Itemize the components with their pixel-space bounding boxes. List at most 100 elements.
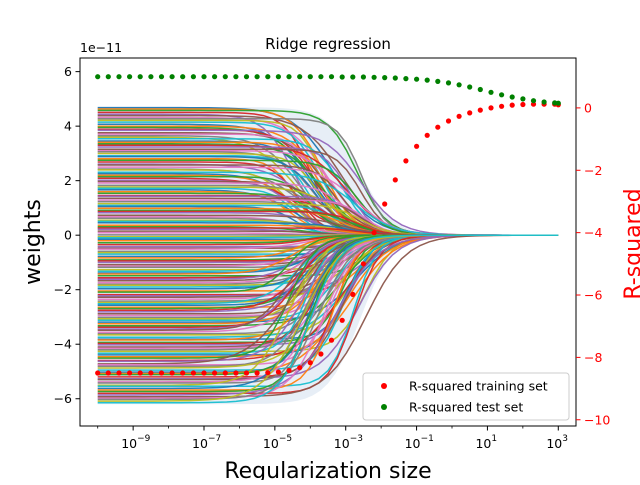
training-point xyxy=(488,105,493,110)
test-point xyxy=(425,78,430,83)
x-tick-exponent: −1 xyxy=(421,434,434,444)
left-tick-label: 2 xyxy=(64,173,72,188)
x-tick-label: 10 xyxy=(121,436,137,451)
chart-title: Ridge regression xyxy=(265,35,391,53)
test-point xyxy=(340,74,345,79)
test-point xyxy=(191,74,196,79)
left-tick-label: 4 xyxy=(64,119,72,134)
training-point xyxy=(478,108,483,113)
test-point xyxy=(255,74,260,79)
test-point xyxy=(393,75,398,80)
training-point xyxy=(233,370,238,375)
training-point xyxy=(510,103,515,108)
left-tick-label: −2 xyxy=(54,282,72,297)
test-point xyxy=(308,74,313,79)
test-point xyxy=(520,96,525,101)
training-point xyxy=(414,144,419,149)
test-point xyxy=(361,74,366,79)
training-point xyxy=(350,292,355,297)
test-point xyxy=(106,74,111,79)
training-point xyxy=(393,177,398,182)
test-point xyxy=(223,74,228,79)
test-point xyxy=(446,80,451,85)
test-point xyxy=(297,74,302,79)
test-point xyxy=(382,75,387,80)
training-point xyxy=(138,370,143,375)
test-point xyxy=(244,74,249,79)
left-tick-label: −6 xyxy=(54,391,72,406)
training-point xyxy=(340,318,345,323)
training-point xyxy=(361,261,366,266)
test-point xyxy=(350,74,355,79)
test-point xyxy=(372,75,377,80)
right-tick-label: −6 xyxy=(584,288,602,303)
x-tick-exponent: −7 xyxy=(208,434,221,444)
test-point xyxy=(180,74,185,79)
test-point xyxy=(510,94,515,99)
right-tick-label: 0 xyxy=(584,100,592,115)
training-point xyxy=(95,370,100,375)
left-axis-offset-text: 1e−11 xyxy=(80,40,122,55)
test-point xyxy=(499,92,504,97)
training-point xyxy=(520,102,525,107)
test-point xyxy=(467,84,472,89)
test-point xyxy=(329,74,334,79)
test-point xyxy=(201,74,206,79)
training-point xyxy=(286,368,291,373)
training-point xyxy=(212,370,217,375)
training-point xyxy=(223,370,228,375)
training-point xyxy=(276,369,281,374)
training-point xyxy=(159,370,164,375)
test-point xyxy=(488,90,493,95)
left-tick-label: −4 xyxy=(54,337,72,352)
training-point xyxy=(191,370,196,375)
training-point xyxy=(180,370,185,375)
test-point xyxy=(265,74,270,79)
test-point xyxy=(318,74,323,79)
training-point xyxy=(457,114,462,119)
training-point xyxy=(403,158,408,163)
x-tick-exponent: −3 xyxy=(350,434,363,444)
training-point xyxy=(467,110,472,115)
training-point xyxy=(435,125,440,130)
training-point xyxy=(308,360,313,365)
right-tick-label: −10 xyxy=(584,412,610,427)
test-point xyxy=(542,99,547,104)
test-point xyxy=(116,74,121,79)
training-point xyxy=(318,351,323,356)
test-point xyxy=(148,74,153,79)
training-point xyxy=(329,338,334,343)
legend-marker-training xyxy=(381,383,387,389)
x-tick-label: 10 xyxy=(263,436,279,451)
training-point xyxy=(127,370,132,375)
training-point xyxy=(372,230,377,235)
test-point xyxy=(212,74,217,79)
right-tick-label: −2 xyxy=(584,163,602,178)
x-tick-label: 10 xyxy=(192,436,208,451)
right-tick-label: −8 xyxy=(584,350,602,365)
x-tick-exponent: −9 xyxy=(137,434,151,444)
legend: R-squared training set R-squared test se… xyxy=(363,373,569,420)
training-point xyxy=(116,370,121,375)
test-point xyxy=(170,74,175,79)
x-tick-label: 10 xyxy=(546,436,562,451)
test-point xyxy=(138,74,143,79)
left-tick-label: 0 xyxy=(64,228,72,243)
training-point xyxy=(382,201,387,206)
test-point xyxy=(233,74,238,79)
test-point xyxy=(457,82,462,87)
training-point xyxy=(446,118,451,123)
training-point xyxy=(297,365,302,370)
training-point xyxy=(265,370,270,375)
right-axis-label: R-squared xyxy=(621,188,640,299)
test-point xyxy=(276,74,281,79)
training-point xyxy=(255,370,260,375)
x-tick-exponent: 3 xyxy=(562,434,568,444)
training-point xyxy=(148,370,153,375)
test-point xyxy=(435,79,440,84)
test-point xyxy=(159,74,164,79)
legend-marker-test xyxy=(381,404,387,410)
x-tick-exponent: −5 xyxy=(279,434,292,444)
x-tick-exponent: 1 xyxy=(491,434,497,444)
